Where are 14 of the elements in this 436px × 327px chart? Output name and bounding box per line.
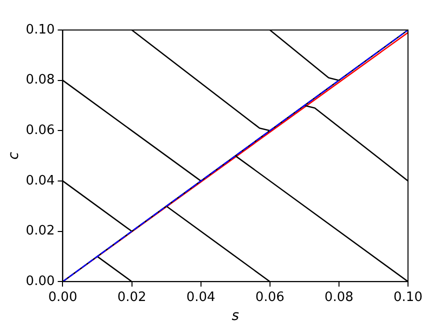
x-tick-label: 0.02 — [117, 290, 146, 305]
y-tick-label: 0.02 — [26, 224, 55, 239]
y-tick-label: 0.10 — [26, 22, 55, 38]
y-tick-label: 0.00 — [26, 274, 55, 289]
y-tick-label: 0.06 — [26, 123, 55, 138]
x-tick-label: 0.04 — [186, 290, 216, 305]
y-tick-label: 0.04 — [26, 173, 55, 188]
y-tick-label: 0.08 — [26, 72, 55, 88]
x-axis-title: s — [232, 308, 240, 324]
y-axis-title: c — [6, 152, 22, 160]
x-tick-label: 0.08 — [324, 290, 354, 305]
x-tick-label: 0.06 — [255, 290, 284, 305]
x-tick-label: 0.00 — [48, 290, 78, 305]
x-tick-label: 0.10 — [394, 290, 422, 305]
